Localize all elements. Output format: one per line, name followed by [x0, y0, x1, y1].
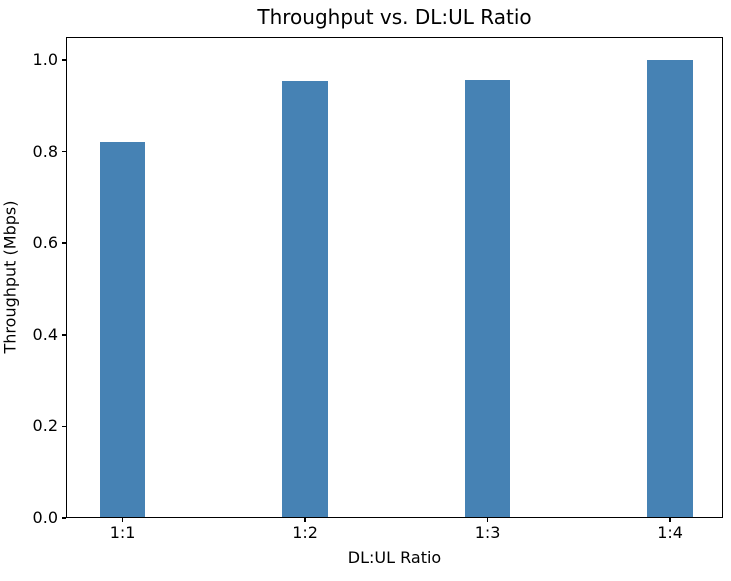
x-tick-label: 1:3: [474, 523, 501, 542]
x-tick-mark: [121, 518, 124, 522]
bar-1:1: [99, 142, 146, 518]
y-tick-mark: [62, 334, 66, 336]
x-axis-label: DL:UL Ratio: [347, 548, 442, 567]
x-tick-mark: [669, 518, 671, 522]
bar-1:3: [464, 79, 511, 518]
y-tick-mark: [62, 150, 66, 153]
y-tick-label: 1.0: [32, 49, 58, 69]
y-tick-label: 0.8: [32, 141, 58, 161]
x-tick-label: 1:2: [292, 523, 318, 542]
bar-1:2: [282, 80, 328, 518]
x-tick-label: 1:1: [109, 523, 136, 542]
plot-area: [66, 37, 723, 518]
y-tick-label: 0.6: [32, 233, 58, 253]
y-tick-mark: [62, 59, 66, 61]
y-tick-mark: [62, 425, 66, 428]
y-tick-label: 0.4: [32, 324, 58, 344]
bar-1:4: [647, 59, 693, 518]
y-tick-label: 0.2: [32, 416, 58, 436]
x-tick-mark: [304, 518, 306, 522]
x-tick-mark: [486, 518, 489, 522]
y-tick-mark: [62, 517, 66, 519]
chart-title: Throughput vs. DL:UL Ratio: [257, 5, 532, 29]
y-tick-mark: [62, 242, 66, 244]
x-tick-label: 1:4: [657, 523, 683, 542]
y-tick-label: 0.0: [32, 508, 58, 527]
